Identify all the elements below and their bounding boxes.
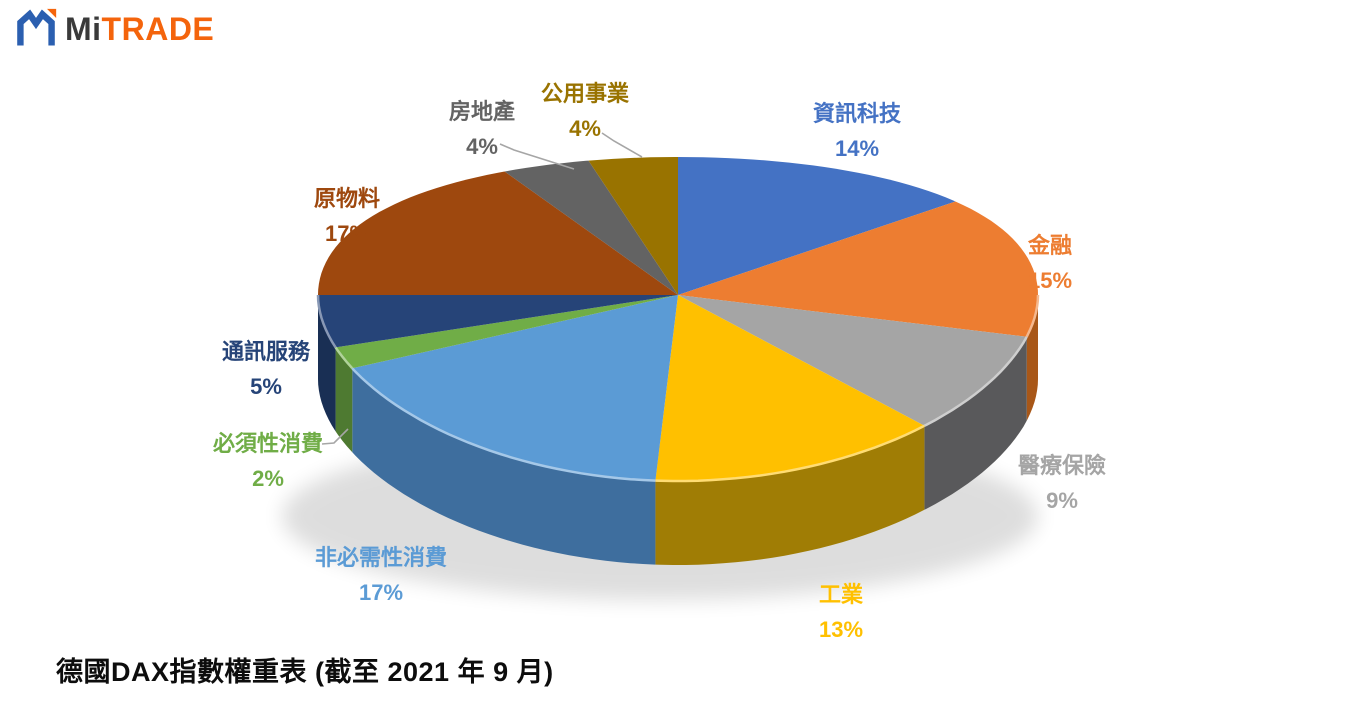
slice-label-name-info-tech: 資訊科技 bbox=[812, 101, 902, 126]
slice-label-name-consumer-discretionary: 非必需性消費 bbox=[314, 545, 448, 570]
pie-rim-financials bbox=[1025, 294, 1040, 338]
slice-label-name-healthcare: 醫療保險 bbox=[1017, 453, 1107, 478]
mitrade-logo: MiTRADE bbox=[14, 7, 214, 51]
pie-slice-info-tech bbox=[678, 157, 956, 295]
slice-label-industrials: 工業 13% bbox=[819, 577, 863, 647]
pie-slice-consumer-staples bbox=[335, 295, 678, 369]
pie-rim-consumer-staples bbox=[334, 346, 354, 370]
slice-label-name-financials: 金融 bbox=[1027, 233, 1073, 258]
logo-text-mi: Mi bbox=[65, 11, 102, 47]
pie-top-faces bbox=[318, 157, 1038, 481]
slice-label-name-consumer-staples: 必須性消費 bbox=[212, 431, 324, 456]
pie-rim-highlight bbox=[316, 294, 1040, 483]
slice-label-utilities: 公用事業 4% bbox=[541, 76, 629, 146]
slice-label-value-real-estate: 4% bbox=[466, 134, 498, 159]
pie-slice-consumer-discretionary bbox=[352, 295, 678, 481]
pie-rim-consumer-discretionary bbox=[351, 367, 656, 482]
mitrade-logo-text: MiTRADE bbox=[65, 7, 214, 51]
slice-label-name-materials: 原物料 bbox=[313, 186, 381, 211]
pie-slice-materials bbox=[318, 171, 678, 295]
slice-label-materials: 原物料 17% bbox=[314, 181, 380, 251]
pie-side-financials bbox=[1026, 295, 1038, 421]
pie-side-healthcare bbox=[924, 336, 1027, 510]
slice-label-financials: 金融 15% bbox=[1028, 228, 1072, 298]
pie-side-consumer-discretionary bbox=[352, 368, 656, 565]
pie-leader-lines bbox=[321, 132, 643, 445]
slice-label-name-industrials: 工業 bbox=[818, 582, 864, 607]
pie-slice-industrials bbox=[655, 295, 925, 481]
pie-rim-industrials bbox=[655, 424, 925, 483]
logo-text-trade: TRADE bbox=[101, 11, 215, 47]
pie-side-communication bbox=[318, 295, 336, 432]
pie-side-industrials bbox=[655, 425, 925, 565]
pie-rim-communication bbox=[316, 294, 337, 349]
slice-label-value-info-tech: 14% bbox=[834, 136, 880, 161]
slice-label-name-communication: 通訊服務 bbox=[221, 339, 311, 364]
slice-label-name-real-estate: 房地產 bbox=[448, 99, 516, 124]
pie-slice-financials bbox=[678, 201, 1038, 337]
slice-label-value-materials: 17% bbox=[324, 221, 370, 246]
pie-slice-healthcare bbox=[678, 295, 1027, 426]
slice-label-value-utilities: 4% bbox=[569, 116, 601, 141]
leader-line-utilities bbox=[601, 132, 643, 158]
mitrade-logo-m-icon bbox=[17, 8, 57, 46]
pie-slice-real-estate bbox=[504, 160, 678, 295]
slice-label-info-tech: 資訊科技 14% bbox=[813, 96, 901, 166]
slice-label-communication: 通訊服務 5% bbox=[222, 334, 310, 404]
chart-title: 德國DAX指數權重表 (截至 2021 年 9 月) bbox=[56, 657, 554, 687]
leader-line-consumer-staples bbox=[321, 428, 349, 445]
slice-label-name-utilities: 公用事業 bbox=[540, 81, 630, 106]
pie-slice-utilities bbox=[588, 157, 678, 295]
pie-3d-sides bbox=[318, 295, 1038, 565]
slice-label-consumer-discretionary: 非必需性消費 17% bbox=[315, 540, 447, 610]
slice-label-value-healthcare: 9% bbox=[1046, 488, 1078, 513]
slice-label-value-financials: 15% bbox=[1027, 268, 1073, 293]
slice-label-value-communication: 5% bbox=[250, 374, 282, 399]
leader-line-real-estate bbox=[499, 143, 575, 170]
slice-label-value-consumer-staples: 2% bbox=[252, 466, 284, 491]
slice-label-consumer-staples: 必須性消費 2% bbox=[213, 426, 323, 496]
slice-label-real-estate: 房地產 4% bbox=[449, 94, 515, 164]
slice-label-value-consumer-discretionary: 17% bbox=[358, 580, 404, 605]
pie-side-consumer-staples bbox=[335, 347, 353, 453]
pie-rim-healthcare bbox=[923, 336, 1028, 427]
slice-label-value-industrials: 13% bbox=[818, 617, 864, 642]
slice-label-healthcare: 醫療保險 9% bbox=[1018, 448, 1106, 518]
pie-slice-communication bbox=[318, 295, 678, 348]
